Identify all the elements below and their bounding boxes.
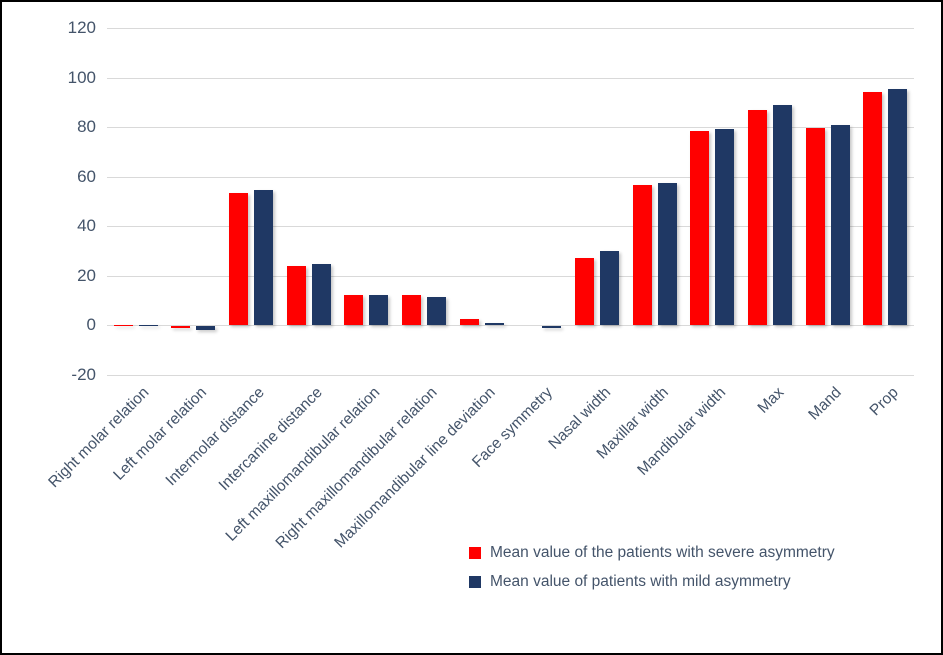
legend-item-mild: Mean value of patients with mild asymmet… — [469, 567, 835, 596]
legend-label-severe: Mean value of the patients with severe a… — [490, 543, 835, 561]
x-axis-category-label: Intermolar distance — [162, 384, 269, 490]
legend-marker-mild-icon — [469, 575, 481, 588]
y-axis-tick-label: 120 — [67, 18, 96, 37]
bar-mild — [427, 296, 447, 325]
gridline — [107, 77, 914, 79]
gridline — [107, 176, 914, 178]
bar-mild — [599, 250, 619, 325]
bar-mild — [369, 295, 389, 325]
bar-severe — [402, 295, 422, 325]
bar-severe — [632, 185, 652, 325]
y-axis-tick-label: 60 — [77, 166, 96, 186]
bar-severe — [171, 326, 191, 329]
x-axis-category-label: Prop — [867, 384, 903, 420]
bar-severe — [863, 92, 883, 325]
bar-mild — [484, 323, 504, 325]
bar-severe — [574, 258, 594, 325]
bar-severe — [286, 265, 306, 325]
gridline — [107, 325, 914, 326]
gridline — [107, 226, 914, 227]
x-axis-category-label: Mand — [805, 384, 845, 424]
x-axis-category-label: Right molar relation — [45, 384, 153, 492]
bar-severe — [229, 192, 249, 325]
legend-item-severe: Mean value of the patients with severe a… — [469, 538, 835, 567]
y-axis-tick-label: -20 — [71, 364, 96, 384]
bar-severe — [690, 130, 710, 325]
bar-severe — [344, 295, 364, 325]
bar-mild — [772, 104, 792, 325]
legend: Mean value of the patients with severe a… — [469, 538, 835, 596]
x-axis-category-label: Max — [754, 384, 787, 417]
gridline — [107, 127, 914, 128]
bar-mild — [311, 264, 331, 325]
bar-mild — [830, 124, 850, 325]
gridline — [107, 374, 914, 376]
y-axis-tick-label: 80 — [77, 117, 96, 136]
bar-mild — [542, 326, 562, 329]
bar-mild — [715, 129, 735, 325]
legend-marker-severe-icon — [469, 546, 481, 559]
y-axis-tick-label: 20 — [77, 265, 96, 285]
y-axis-tick-label: 40 — [77, 216, 96, 235]
gridline — [107, 28, 914, 29]
bar-severe — [805, 128, 825, 325]
y-axis-tick-label: 0 — [86, 315, 96, 334]
legend-label-mild: Mean value of patients with mild asymmet… — [490, 572, 791, 590]
bar-mild — [254, 190, 274, 325]
bar-mild — [888, 88, 908, 325]
bar-severe — [459, 318, 479, 325]
bar-severe — [747, 109, 767, 325]
bar-mild — [657, 182, 677, 325]
x-axis-category-label: Intercanine distance — [215, 384, 326, 495]
gridline — [107, 275, 914, 277]
bar-mild — [196, 326, 216, 330]
y-axis-tick-label: 100 — [67, 67, 96, 87]
